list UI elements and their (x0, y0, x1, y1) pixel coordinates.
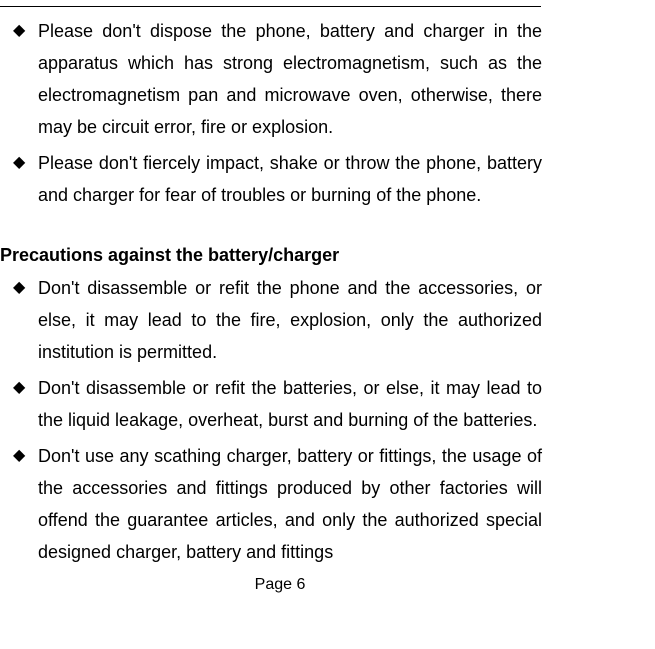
diamond-bullet-icon: ◆ (0, 372, 38, 436)
list-item: ◆ Don't disassemble or refit the batteri… (0, 372, 560, 436)
list-item: ◆ Please don't dispose the phone, batter… (0, 15, 560, 143)
page-number: Page 6 (0, 576, 560, 594)
list-item-text: Please don't dispose the phone, battery … (38, 15, 560, 143)
bullet-list-1: ◆ Please don't dispose the phone, batter… (0, 15, 560, 211)
horizontal-rule (0, 6, 541, 7)
section-spacer (0, 215, 560, 245)
diamond-bullet-icon: ◆ (0, 147, 38, 211)
list-item-text: Don't use any scathing charger, battery … (38, 440, 560, 568)
section-heading: Precautions against the battery/charger (0, 245, 560, 266)
list-item: ◆ Please don't fiercely impact, shake or… (0, 147, 560, 211)
list-item-text: Don't disassemble or refit the batteries… (38, 372, 560, 436)
list-item-text: Don't disassemble or refit the phone and… (38, 272, 560, 368)
document-page: ◆ Please don't dispose the phone, batter… (0, 6, 560, 594)
diamond-bullet-icon: ◆ (0, 272, 38, 368)
diamond-bullet-icon: ◆ (0, 440, 38, 568)
bullet-list-2: ◆ Don't disassemble or refit the phone a… (0, 272, 560, 568)
list-item-text: Please don't fiercely impact, shake or t… (38, 147, 560, 211)
list-item: ◆ Don't disassemble or refit the phone a… (0, 272, 560, 368)
list-item: ◆ Don't use any scathing charger, batter… (0, 440, 560, 568)
diamond-bullet-icon: ◆ (0, 15, 38, 143)
